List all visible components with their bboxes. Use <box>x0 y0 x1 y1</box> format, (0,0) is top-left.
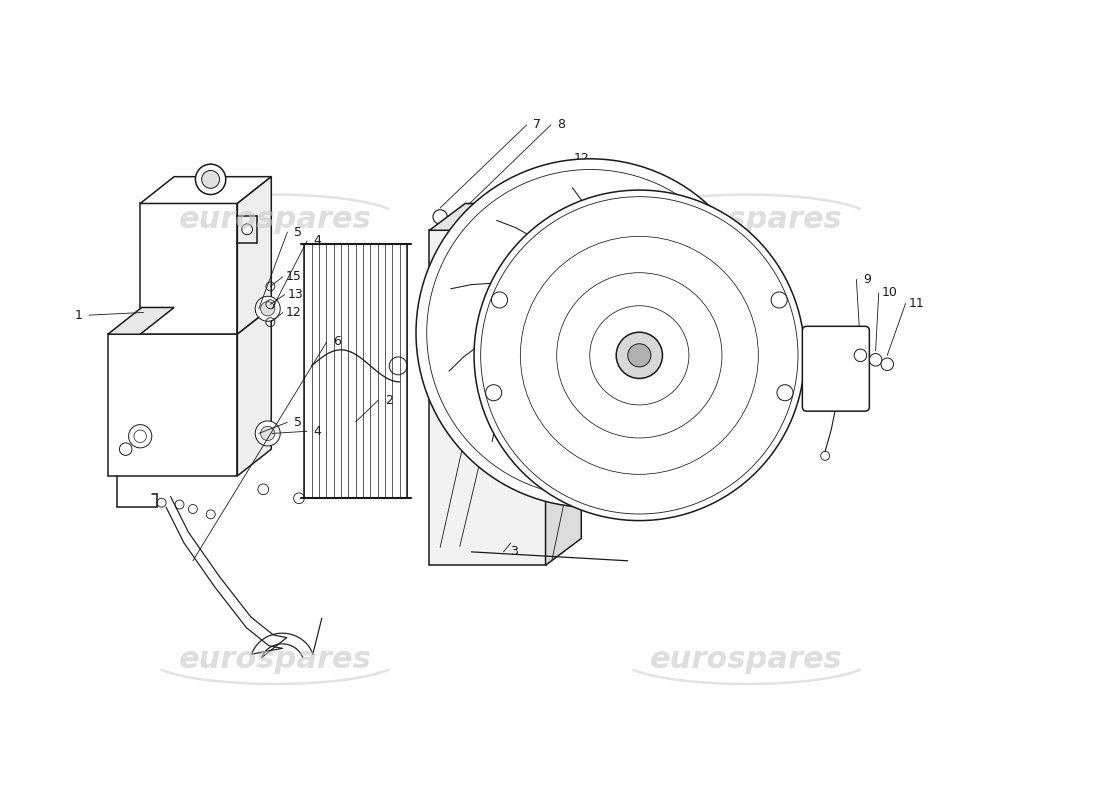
Text: 4: 4 <box>314 234 321 247</box>
Text: 2: 2 <box>385 394 393 406</box>
Circle shape <box>389 357 407 375</box>
Circle shape <box>492 292 507 308</box>
Circle shape <box>616 332 662 378</box>
Circle shape <box>771 292 788 308</box>
Text: eurospares: eurospares <box>650 205 843 234</box>
Text: 12: 12 <box>286 306 301 319</box>
Text: 13: 13 <box>287 288 304 301</box>
Polygon shape <box>108 334 238 476</box>
Circle shape <box>201 170 220 188</box>
Circle shape <box>855 349 867 362</box>
Circle shape <box>628 344 651 367</box>
Text: 14: 14 <box>521 293 537 306</box>
Text: 12: 12 <box>500 282 517 295</box>
Circle shape <box>416 159 764 507</box>
Circle shape <box>791 362 805 376</box>
Polygon shape <box>238 307 272 476</box>
Circle shape <box>562 282 579 298</box>
Circle shape <box>462 206 476 221</box>
Text: 8: 8 <box>558 118 565 131</box>
Circle shape <box>433 210 448 224</box>
Text: 7: 7 <box>534 118 541 131</box>
Text: 12: 12 <box>573 152 590 166</box>
Text: eurospares: eurospares <box>178 645 371 674</box>
Circle shape <box>255 296 280 322</box>
Text: 14: 14 <box>618 170 634 183</box>
Polygon shape <box>140 177 272 203</box>
Circle shape <box>453 534 466 546</box>
Text: eurospares: eurospares <box>650 645 843 674</box>
Circle shape <box>261 302 275 316</box>
Circle shape <box>432 532 448 548</box>
Text: 11: 11 <box>909 297 924 310</box>
Circle shape <box>485 385 502 401</box>
Polygon shape <box>429 230 546 566</box>
Circle shape <box>568 310 613 356</box>
Text: eurospares: eurospares <box>178 205 371 234</box>
Circle shape <box>869 354 882 366</box>
Text: 10: 10 <box>881 286 898 299</box>
Circle shape <box>255 421 280 446</box>
Polygon shape <box>108 307 174 334</box>
Text: 3: 3 <box>510 546 518 558</box>
Text: 4: 4 <box>314 425 321 438</box>
Text: 9: 9 <box>864 273 871 286</box>
Circle shape <box>261 426 275 441</box>
Polygon shape <box>140 203 238 334</box>
Text: 1: 1 <box>75 309 82 322</box>
Text: 6: 6 <box>333 335 341 349</box>
Circle shape <box>474 190 804 521</box>
Polygon shape <box>238 177 272 334</box>
Circle shape <box>242 224 253 234</box>
Circle shape <box>196 164 225 194</box>
Polygon shape <box>429 203 581 230</box>
Circle shape <box>777 385 793 401</box>
Circle shape <box>881 358 893 370</box>
FancyBboxPatch shape <box>802 326 869 411</box>
Text: 15: 15 <box>286 270 301 283</box>
Text: 5: 5 <box>294 226 302 238</box>
Polygon shape <box>546 203 581 566</box>
Circle shape <box>583 290 597 305</box>
Circle shape <box>129 425 152 448</box>
Text: 13: 13 <box>596 162 612 174</box>
Text: 16: 16 <box>610 288 627 301</box>
Text: 5: 5 <box>294 416 302 429</box>
